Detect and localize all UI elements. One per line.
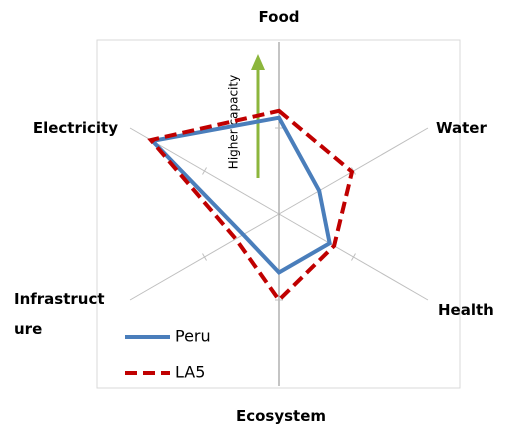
category-label: Ecosystem [235, 407, 327, 425]
category-label: Water [436, 119, 487, 137]
category-label: Electricity [32, 119, 118, 137]
arrow-head [251, 54, 265, 70]
series-line [147, 108, 355, 304]
tick-mark [351, 253, 356, 261]
category-label: Food [258, 8, 300, 26]
tick-mark [202, 167, 207, 175]
legend-label: Peru [175, 327, 211, 346]
category-label: Health [438, 301, 494, 319]
legend-label: LA5 [175, 363, 205, 382]
plot-frame [96, 39, 461, 389]
tick-mark [202, 253, 207, 261]
annotation: Higher capacity [227, 75, 241, 169]
category-label: Infrastructure [14, 290, 105, 338]
